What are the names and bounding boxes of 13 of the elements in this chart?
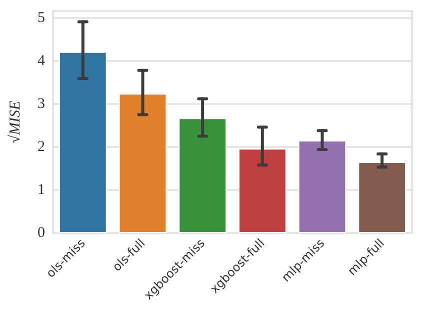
y-tick-label: 0 (38, 225, 45, 241)
bar (238, 148, 286, 233)
bar (178, 118, 227, 233)
bar (298, 140, 346, 233)
bar (358, 162, 406, 233)
y-tick-label: 3 (38, 96, 45, 112)
y-tick-label: 1 (38, 182, 45, 198)
y-tick-label: 2 (38, 138, 45, 155)
y-tick-label: 4 (38, 52, 46, 69)
y-tick-label: 5 (38, 10, 45, 26)
bar (118, 94, 167, 233)
y-axis-title: √MISE (8, 100, 24, 144)
bar (58, 52, 107, 233)
